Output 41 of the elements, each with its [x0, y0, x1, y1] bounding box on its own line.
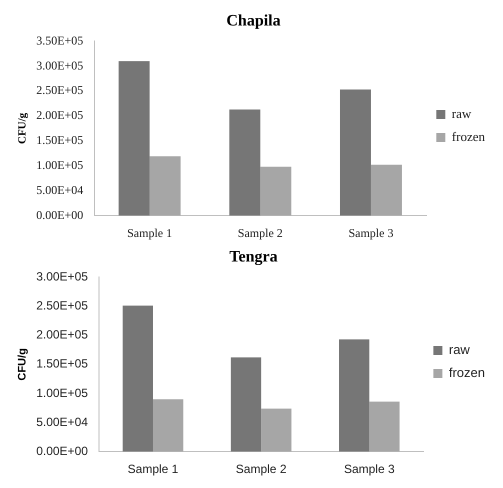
legend-label: frozen: [452, 128, 486, 144]
legend-label: raw: [452, 106, 472, 121]
y-tick-label: 1.00E+05: [36, 158, 84, 172]
bar: [260, 166, 292, 216]
y-tick-label: 3.00E+05: [36, 270, 88, 284]
y-tick-label: 2.50E+05: [36, 83, 84, 98]
bar: [340, 90, 371, 216]
x-tick-label: Sample 2: [238, 226, 283, 240]
bar: [229, 109, 260, 216]
y-axis-title: CFU/g: [16, 112, 28, 144]
x-tick-label: Sample 3: [344, 462, 395, 476]
y-tick-label: 0.00E+00: [36, 444, 88, 458]
y-tick-label: 1.50E+05: [36, 133, 84, 148]
y-tick-label: 1.00E+05: [36, 386, 88, 400]
y-axis-title: CFU/g: [16, 348, 29, 381]
bar: [150, 156, 181, 216]
y-tick-label: 5.00E+04: [36, 182, 84, 197]
legend-label: frozen: [448, 365, 486, 380]
bar: [152, 399, 184, 452]
legend-label: raw: [448, 342, 470, 358]
bar: [118, 61, 150, 216]
y-tick-label: 2.50E+05: [36, 298, 88, 313]
bar: [261, 408, 292, 452]
bar: [369, 402, 400, 452]
bar: [122, 306, 153, 452]
x-tick-label: Sample 1: [127, 226, 172, 240]
y-tick-label: 2.00E+05: [36, 328, 88, 342]
x-tick-label: Sample 3: [348, 226, 394, 240]
y-tick-label: 1.50E+05: [36, 356, 88, 371]
x-tick-label: Sample 1: [128, 462, 179, 476]
y-tick-label: 5.00E+04: [36, 414, 88, 429]
bar: [339, 339, 370, 452]
bar: [370, 164, 402, 216]
chart-title: Tengra: [229, 248, 278, 266]
y-tick-label: 2.00E+05: [36, 108, 84, 122]
x-tick-label: Sample 2: [236, 462, 287, 476]
y-tick-label: 3.50E+05: [36, 33, 84, 48]
bar: [230, 357, 262, 452]
y-tick-label: 3.00E+05: [36, 58, 84, 72]
chart-title: Chapila: [226, 12, 281, 30]
y-tick-label: 0.00E+00: [36, 208, 84, 222]
